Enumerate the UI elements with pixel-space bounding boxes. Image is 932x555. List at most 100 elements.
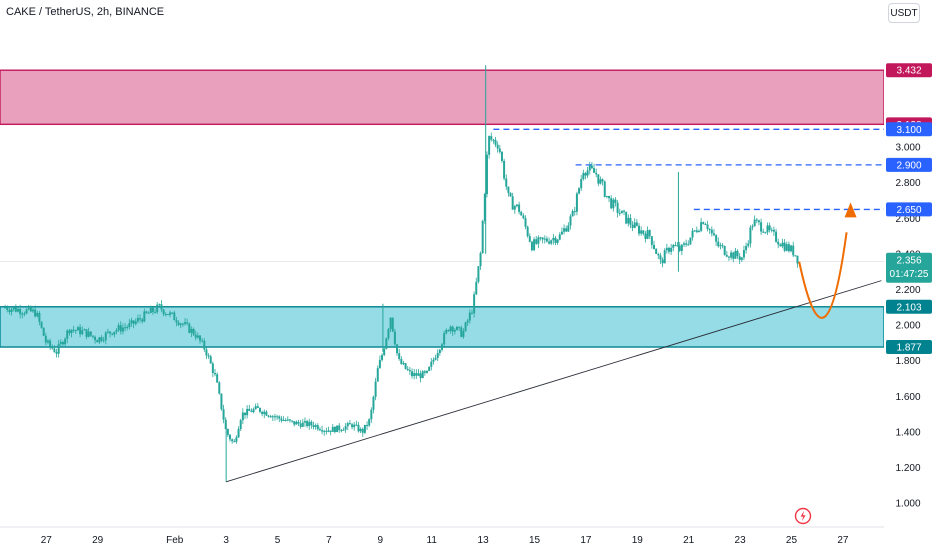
candle-body <box>314 425 317 427</box>
candle-body <box>55 352 58 354</box>
candle-body <box>571 211 574 217</box>
candle-body <box>121 327 124 332</box>
candle-body <box>665 247 668 251</box>
candle-body <box>66 330 69 339</box>
candle-body <box>560 231 563 235</box>
candle-body <box>563 228 566 232</box>
tradingview-logo-icon <box>794 507 812 525</box>
candle-body <box>72 329 75 331</box>
candle-body <box>141 319 144 322</box>
x-tick-label: 19 <box>632 535 644 546</box>
candle-body <box>747 243 750 246</box>
candle-body <box>173 312 176 321</box>
candle-body <box>64 338 67 345</box>
price-badge-text: 2.900 <box>896 160 921 171</box>
candle-body <box>736 250 739 257</box>
candle-body <box>147 312 150 314</box>
candle-body <box>246 408 249 416</box>
candle-body <box>687 244 690 246</box>
candle-body <box>113 331 116 335</box>
candle-body <box>368 419 371 426</box>
candle-body <box>672 244 675 248</box>
candle-body <box>483 194 486 221</box>
candle-body <box>727 256 730 258</box>
candle-body <box>361 428 364 433</box>
candle-body <box>725 254 728 257</box>
candle-body <box>601 179 604 182</box>
candle-body <box>740 257 743 260</box>
candle-body <box>513 206 516 210</box>
candle-body <box>742 250 745 258</box>
candle-body <box>171 312 174 314</box>
candle-body <box>59 342 62 345</box>
candle-body <box>548 241 551 244</box>
candle-body <box>199 335 202 341</box>
candle-body <box>338 425 341 431</box>
candle-body <box>757 220 760 223</box>
candle-body <box>207 355 210 357</box>
candle-body <box>348 423 351 425</box>
candle-body <box>503 160 506 179</box>
candle-body <box>772 229 775 232</box>
price-badge-text: 3.432 <box>896 66 921 77</box>
candle-body <box>479 253 482 267</box>
candle-body <box>316 425 319 430</box>
candle-body <box>393 331 396 345</box>
candle-body <box>653 244 656 249</box>
candle-body <box>267 415 270 417</box>
candle-body <box>85 329 88 337</box>
candle-body <box>134 321 137 324</box>
candle-body <box>175 320 178 323</box>
candle-body <box>117 325 120 330</box>
candle-body <box>464 322 467 332</box>
candle-body <box>214 373 217 375</box>
candle-body <box>145 311 148 313</box>
candle-body <box>447 329 450 332</box>
candle-body <box>323 430 326 432</box>
candle-body <box>663 250 666 264</box>
price-badge-text: 3.100 <box>896 125 921 136</box>
candle-body <box>220 393 223 410</box>
candle-body <box>417 373 420 376</box>
candle-body <box>36 312 39 317</box>
candle-body <box>404 363 407 369</box>
candle-body <box>353 424 356 428</box>
candle-body <box>582 173 585 180</box>
candle-body <box>655 248 658 254</box>
candle-body <box>46 340 49 343</box>
candle-body <box>593 168 596 173</box>
candle-body <box>430 361 433 367</box>
candle-body <box>53 348 56 353</box>
candle-body <box>271 416 274 418</box>
candle-body <box>462 331 465 337</box>
candle-body <box>177 322 180 325</box>
candle-body <box>254 406 257 410</box>
y-tick-label: 2.200 <box>895 285 920 296</box>
candle-body <box>490 136 493 140</box>
candle-body <box>194 334 197 338</box>
candle-body <box>12 307 15 310</box>
candle-body <box>299 423 302 427</box>
candle-body <box>526 226 529 237</box>
candle-body <box>488 136 491 155</box>
candle-body <box>94 336 97 341</box>
candle-body <box>528 236 531 242</box>
candle-body <box>346 423 349 427</box>
candle-body <box>597 174 600 184</box>
candle-body <box>205 349 208 356</box>
candle-body <box>535 239 538 244</box>
candle-body <box>8 310 11 312</box>
candle-body <box>143 311 146 322</box>
currency-unit-button[interactable]: USDT <box>888 3 920 23</box>
price-badge-current <box>886 252 932 283</box>
x-tick-label: 9 <box>378 535 384 546</box>
candle-body <box>282 420 285 422</box>
candle-body <box>436 353 439 359</box>
candle-body <box>389 317 392 330</box>
candle-body <box>573 211 576 213</box>
candle-body <box>139 318 142 320</box>
candle-body <box>179 323 182 325</box>
x-tick-label: 27 <box>41 535 53 546</box>
